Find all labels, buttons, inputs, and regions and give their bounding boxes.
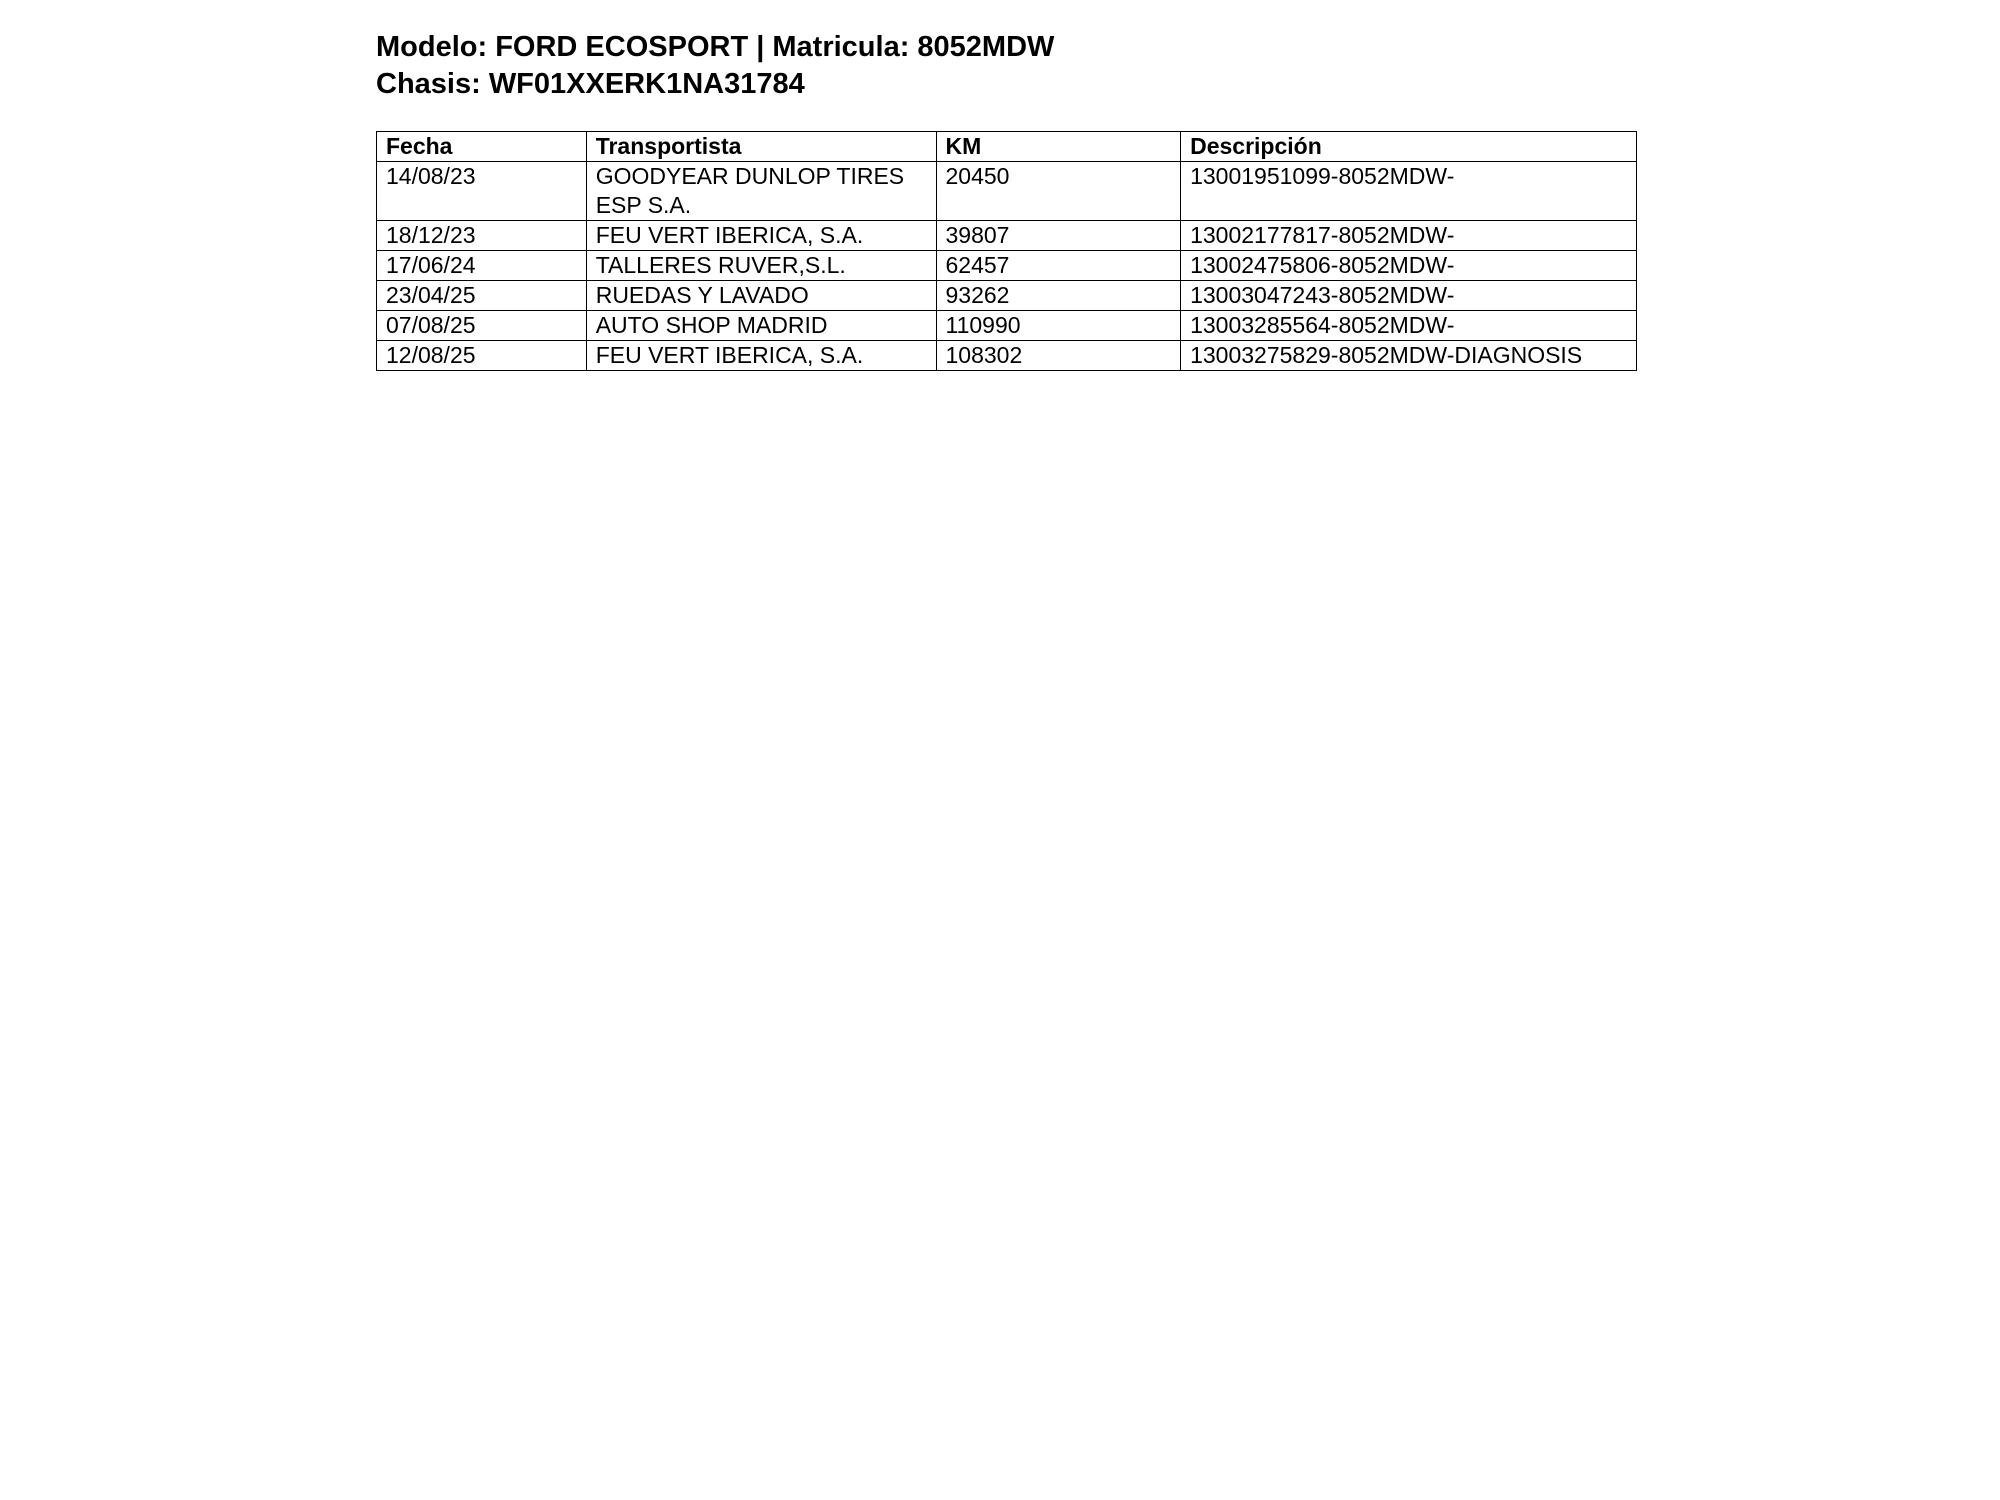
cell-km: 110990 xyxy=(935,310,1182,341)
column-header-transportista: Transportista xyxy=(585,131,937,162)
cell-transportista: TALLERES RUVER,S.L. xyxy=(585,250,937,281)
cell-descripcion: 13003275829-8052MDW-DIAGNOSIS xyxy=(1180,340,1637,371)
cell-km: 39807 xyxy=(935,220,1182,251)
table-header-row: Fecha Transportista KM Descripción xyxy=(376,131,1637,162)
cell-km: 62457 xyxy=(935,250,1182,281)
cell-transportista: AUTO SHOP MADRID xyxy=(585,310,937,341)
table-row: 12/08/25 FEU VERT IBERICA, S.A. 108302 1300… xyxy=(376,340,1637,371)
cell-transportista: RUEDAS Y LAVADO xyxy=(585,280,937,311)
cell-fecha: 12/08/25 xyxy=(376,340,587,371)
cell-transportista: GOODYEAR DUNLOP TIRES ESP S.A. xyxy=(585,161,937,221)
cell-km: 20450 xyxy=(935,161,1182,221)
column-header-fecha: Fecha xyxy=(376,131,587,162)
cell-descripcion: 13003047243-8052MDW- xyxy=(1180,280,1637,311)
cell-transportista: FEU VERT IBERICA, S.A. xyxy=(585,340,937,371)
table-row: 18/12/23 FEU VERT IBERICA, S.A. 39807 13002… xyxy=(376,220,1637,251)
cell-descripcion: 13003285564-8052MDW- xyxy=(1180,310,1637,341)
table-row: 07/08/25 AUTO SHOP MADRID 110990 1300328556… xyxy=(376,310,1637,341)
chassis-heading: Chasis: WF01XXERK1NA31784 xyxy=(376,68,805,100)
cell-km: 93262 xyxy=(935,280,1182,311)
cell-fecha: 23/04/25 xyxy=(376,280,587,311)
table-row: 17/06/24 TALLERES RUVER,S.L. 62457 13002475… xyxy=(376,250,1637,281)
cell-fecha: 17/06/24 xyxy=(376,250,587,281)
service-history-table: Fecha Transportista KM Descripción 14/08… xyxy=(376,131,1637,371)
cell-fecha: 18/12/23 xyxy=(376,220,587,251)
cell-fecha: 14/08/23 xyxy=(376,161,587,221)
cell-descripcion: 13001951099-8052MDW- xyxy=(1180,161,1637,221)
cell-transportista: FEU VERT IBERICA, S.A. xyxy=(585,220,937,251)
column-header-km: KM xyxy=(935,131,1182,162)
cell-descripcion: 13002475806-8052MDW- xyxy=(1180,250,1637,281)
table-row: 23/04/25 RUEDAS Y LAVADO 93262 13003047243-… xyxy=(376,280,1637,311)
vehicle-model-heading: Modelo: FORD ECOSPORT | Matricula: 8052M… xyxy=(376,31,1055,63)
cell-km: 108302 xyxy=(935,340,1182,371)
column-header-descripcion: Descripción xyxy=(1180,131,1637,162)
cell-fecha: 07/08/25 xyxy=(376,310,587,341)
table-row: 14/08/23 GOODYEAR DUNLOP TIRES ESP S.A. 20… xyxy=(376,161,1637,221)
cell-descripcion: 13002177817-8052MDW- xyxy=(1180,220,1637,251)
